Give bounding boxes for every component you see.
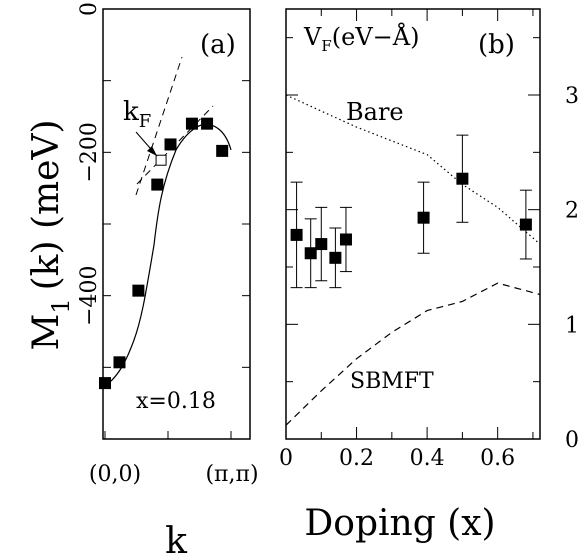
data-point xyxy=(339,233,352,246)
y-tick-label: 1 xyxy=(565,313,579,338)
panel-a-points xyxy=(99,117,229,390)
kf-slope-line xyxy=(135,56,183,196)
y-tick-label: −200 xyxy=(77,122,102,182)
panel-b-ticks: 0 0.2 0.4 0.6 0 1 2 3 xyxy=(279,9,579,471)
data-point-with-errorbar xyxy=(519,189,532,260)
sbmft-curve xyxy=(285,282,541,426)
y-tick-label: 2 xyxy=(565,199,579,224)
data-point xyxy=(164,138,177,151)
data-point xyxy=(151,178,164,191)
x-tick-label: 0 xyxy=(279,446,293,471)
panel-a-x-tick-start: (0,0) xyxy=(89,462,141,487)
x-annotation: x=0.18 xyxy=(136,389,216,414)
data-point xyxy=(216,144,229,157)
panel-a: 0 −200 −400 kF (a) x=0.18 M1(k) (meV) (0,0… xyxy=(26,2,259,559)
data-point xyxy=(417,211,430,224)
data-point xyxy=(519,218,532,231)
panel-a-x-tickmarks xyxy=(104,431,232,439)
kf-arrow-head xyxy=(147,146,157,156)
y-tick-label: 0 xyxy=(565,428,579,453)
y-tick-label: −400 xyxy=(77,265,102,325)
panel-b-points xyxy=(290,134,532,289)
data-point-with-errorbar xyxy=(417,181,430,254)
bare-curve xyxy=(285,94,541,245)
data-point xyxy=(113,356,126,369)
data-point xyxy=(185,117,198,130)
panel-a-y-ticks: 0 −200 −400 xyxy=(77,2,250,440)
sbmft-label: SBMFT xyxy=(350,369,434,394)
panel-a-y-label: M1(k) (meV) xyxy=(26,119,75,350)
data-point xyxy=(201,117,214,130)
data-point-with-errorbar xyxy=(339,206,352,273)
data-point-with-errorbar xyxy=(304,218,317,289)
data-point-with-errorbar xyxy=(290,181,303,289)
data-point xyxy=(329,251,342,264)
data-point-with-errorbar xyxy=(315,206,328,282)
data-point xyxy=(304,247,317,260)
data-point xyxy=(315,238,328,251)
panel-b-title: VF(eV−Å) xyxy=(303,22,419,55)
x-tick-label: 0.6 xyxy=(480,446,515,471)
panel-b: 0 0.2 0.4 0.6 0 1 2 3 (b) VF(eV−Å) Bare SBMFT D… xyxy=(279,8,579,544)
panel-a-x-label: k xyxy=(165,521,188,559)
fit-curve xyxy=(103,123,232,388)
x-tick-label: 0.2 xyxy=(339,446,374,471)
data-point xyxy=(456,172,469,185)
panel-b-label: (b) xyxy=(478,30,515,60)
panel-b-x-label: Doping (x) xyxy=(304,503,495,544)
data-point xyxy=(99,377,111,390)
kf-label: kF xyxy=(123,97,151,132)
data-point-with-errorbar xyxy=(456,134,469,223)
data-point xyxy=(132,284,145,297)
panel-a-x-tick-end: (π,π) xyxy=(205,462,258,487)
bare-label: Bare xyxy=(346,98,404,126)
x-tick-label: 0.4 xyxy=(410,446,445,471)
y-tick-label: 3 xyxy=(565,84,579,109)
y-tick-label: 0 xyxy=(77,2,102,16)
data-point xyxy=(290,228,303,241)
data-point-with-errorbar xyxy=(329,227,342,289)
panel-a-frame xyxy=(102,8,251,440)
panel-b-frame xyxy=(285,8,541,440)
kf-point xyxy=(155,154,167,166)
panel-a-label: (a) xyxy=(200,30,236,60)
